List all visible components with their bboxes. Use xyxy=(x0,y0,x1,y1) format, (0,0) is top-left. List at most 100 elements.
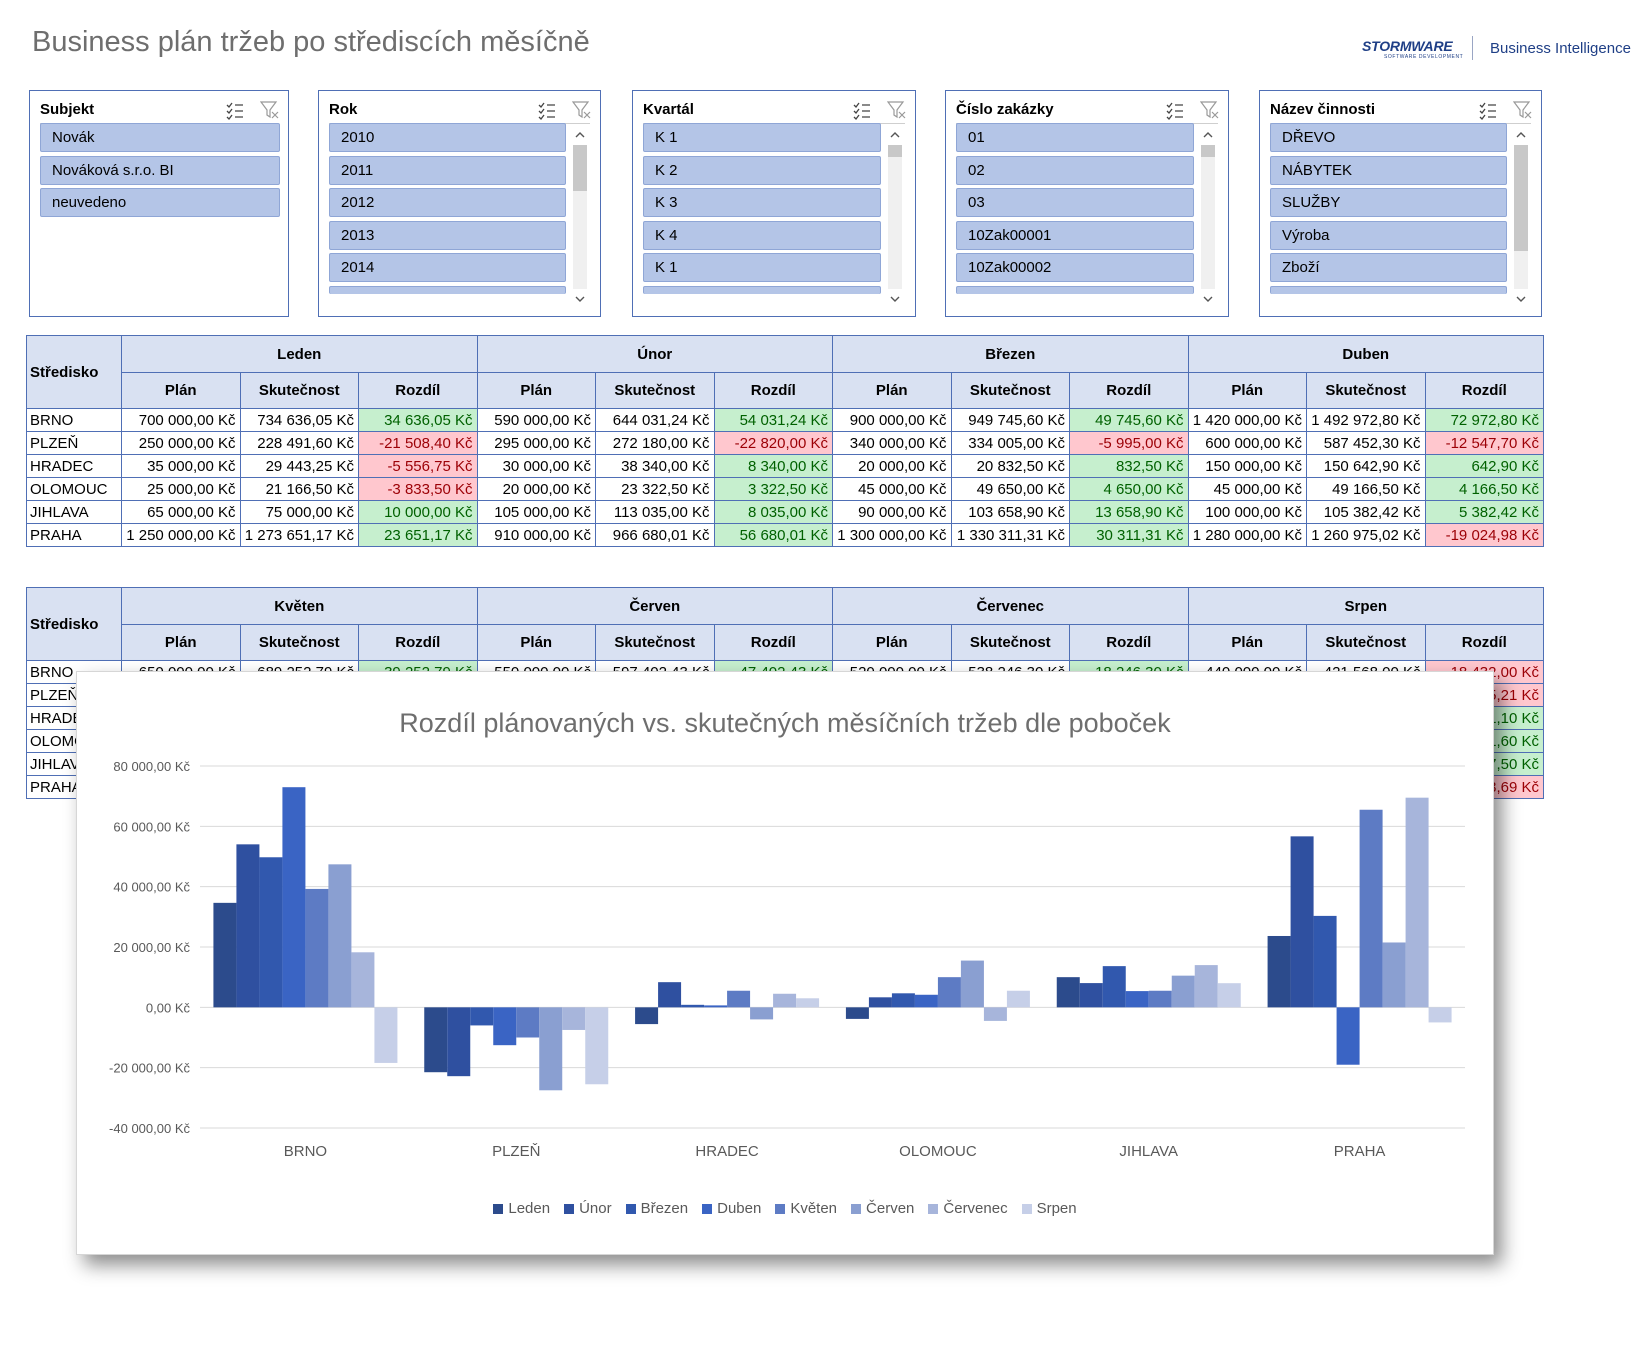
slicer-item[interactable]: K 4 xyxy=(643,220,881,250)
scroll-thumb[interactable] xyxy=(1514,145,1528,251)
bar-praha-2[interactable] xyxy=(1313,915,1337,1008)
slicer-item-partial[interactable] xyxy=(643,285,881,294)
slicer-item[interactable]: Nováková s.r.o. BI xyxy=(40,155,280,185)
slicer-item[interactable]: 10Zak00001 xyxy=(956,220,1194,250)
bar-praha-0[interactable] xyxy=(1267,935,1291,1008)
slicer-item[interactable]: neuvedeno xyxy=(40,188,280,217)
slicer-item[interactable]: 2012 xyxy=(329,188,566,217)
slicer-item[interactable]: Výroba xyxy=(1270,220,1507,250)
bar-jihlava-7[interactable] xyxy=(1217,983,1241,1008)
bar-jihlava-6[interactable] xyxy=(1194,965,1218,1008)
bar-olomouc-3[interactable] xyxy=(914,994,938,1008)
bar-olomouc-6[interactable] xyxy=(983,1007,1007,1021)
bar-olomouc-4[interactable] xyxy=(937,977,961,1008)
bar-jihlava-2[interactable] xyxy=(1102,966,1126,1008)
bar-olomouc-0[interactable] xyxy=(845,1007,869,1019)
bar-brno-3[interactable] xyxy=(282,787,306,1008)
bar-hradec-3[interactable] xyxy=(704,1005,728,1008)
scroll-track[interactable] xyxy=(1201,145,1215,289)
bar-praha-7[interactable] xyxy=(1428,1007,1452,1023)
slicer-2[interactable]: Kvartál K 1 K 2 K 3 K 4 K 1 xyxy=(632,90,916,317)
bar-olomouc-5[interactable] xyxy=(960,960,984,1008)
bar-brno-6[interactable] xyxy=(351,952,375,1008)
slicer-item[interactable]: SLUŽBY xyxy=(1270,188,1507,217)
legend-item[interactable]: Leden xyxy=(493,1200,550,1217)
slicer-item[interactable]: Novák xyxy=(40,123,280,152)
scroll-thumb[interactable] xyxy=(1201,145,1215,157)
scroll-thumb[interactable] xyxy=(888,145,902,157)
bar-praha-4[interactable] xyxy=(1359,809,1383,1008)
slicer-1[interactable]: Rok 2010 2011 2012 2013 2014 xyxy=(318,90,601,317)
bar-olomouc-1[interactable] xyxy=(868,997,892,1008)
bar-brno-1[interactable] xyxy=(236,844,260,1008)
legend-item[interactable]: Únor xyxy=(564,1200,612,1217)
scroll-down-icon[interactable] xyxy=(574,293,586,305)
bar-brno-7[interactable] xyxy=(374,1007,398,1063)
slicer-item[interactable]: K 3 xyxy=(643,188,881,217)
slicer-scrollbar[interactable] xyxy=(1200,129,1216,305)
bar-brno-5[interactable] xyxy=(328,864,352,1008)
bar-praha-6[interactable] xyxy=(1405,797,1429,1008)
clear-filter-icon[interactable] xyxy=(572,100,592,120)
scroll-up-icon[interactable] xyxy=(889,129,901,141)
bar-olomouc-7[interactable] xyxy=(1006,990,1030,1008)
scroll-up-icon[interactable] xyxy=(574,129,586,141)
bar-plzeň-7[interactable] xyxy=(585,1007,609,1085)
bar-hradec-0[interactable] xyxy=(635,1007,659,1025)
scroll-down-icon[interactable] xyxy=(1202,293,1214,305)
bar-hradec-7[interactable] xyxy=(796,998,820,1008)
slicer-item[interactable]: NÁBYTEK xyxy=(1270,155,1507,185)
bar-plzeň-0[interactable] xyxy=(424,1007,448,1073)
bar-jihlava-4[interactable] xyxy=(1148,990,1172,1008)
legend-item[interactable]: Červen xyxy=(851,1200,914,1217)
bar-plzeň-3[interactable] xyxy=(493,1007,517,1046)
bar-plzeň-4[interactable] xyxy=(516,1007,540,1038)
scroll-down-icon[interactable] xyxy=(889,293,901,305)
bar-jihlava-0[interactable] xyxy=(1056,977,1080,1008)
slicer-item[interactable]: 10Zak00002 xyxy=(956,253,1194,282)
multi-select-icon[interactable] xyxy=(852,100,872,120)
slicer-item[interactable]: K 1 xyxy=(643,253,881,282)
legend-item[interactable]: Duben xyxy=(702,1200,761,1217)
slicer-item[interactable]: Zboží xyxy=(1270,253,1507,282)
scroll-track[interactable] xyxy=(888,145,902,289)
slicer-item[interactable]: 01 xyxy=(956,123,1194,152)
slicer-scrollbar[interactable] xyxy=(1513,129,1529,305)
multi-select-icon[interactable] xyxy=(225,100,245,120)
clear-filter-icon[interactable] xyxy=(1200,100,1220,120)
slicer-item-partial[interactable] xyxy=(956,285,1194,294)
clear-filter-icon[interactable] xyxy=(887,100,907,120)
chart-container[interactable]: Rozdíl plánovaných vs. skutečných měsíčn… xyxy=(76,671,1494,1255)
bar-hradec-5[interactable] xyxy=(750,1007,774,1020)
slicer-item[interactable]: 2014 xyxy=(329,253,566,282)
bar-hradec-4[interactable] xyxy=(727,990,751,1008)
bar-plzeň-6[interactable] xyxy=(562,1007,586,1030)
multi-select-icon[interactable] xyxy=(537,100,557,120)
multi-select-icon[interactable] xyxy=(1478,100,1498,120)
bar-brno-0[interactable] xyxy=(213,902,237,1008)
legend-item[interactable]: Květen xyxy=(775,1200,837,1217)
bar-brno-4[interactable] xyxy=(305,888,329,1008)
slicer-scrollbar[interactable] xyxy=(572,129,588,305)
slicer-0[interactable]: Subjekt Novák Nováková s.r.o. BI neuvedeno xyxy=(29,90,289,317)
slicer-item[interactable]: 2010 xyxy=(329,123,566,152)
bar-plzeň-1[interactable] xyxy=(447,1007,471,1077)
slicer-4[interactable]: Název činnosti DŘEVO NÁBYTEK SLUŽBY Výroba Zb… xyxy=(1259,90,1542,317)
bar-hradec-6[interactable] xyxy=(773,993,797,1008)
legend-item[interactable]: Březen xyxy=(625,1200,688,1217)
scroll-thumb[interactable] xyxy=(573,145,587,191)
clear-filter-icon[interactable] xyxy=(260,100,280,120)
scroll-up-icon[interactable] xyxy=(1515,129,1527,141)
bar-praha-3[interactable] xyxy=(1336,1007,1360,1065)
legend-item[interactable]: Červenec xyxy=(928,1200,1008,1217)
scroll-up-icon[interactable] xyxy=(1202,129,1214,141)
slicer-item[interactable]: K 2 xyxy=(643,155,881,185)
bar-praha-1[interactable] xyxy=(1290,836,1314,1008)
bar-plzeň-2[interactable] xyxy=(470,1007,494,1026)
slicer-item[interactable]: 03 xyxy=(956,188,1194,217)
slicer-item-partial[interactable] xyxy=(329,285,566,294)
slicer-item[interactable]: DŘEVO xyxy=(1270,123,1507,152)
slicer-item[interactable]: 2011 xyxy=(329,155,566,185)
slicer-item[interactable]: 02 xyxy=(956,155,1194,185)
bar-praha-5[interactable] xyxy=(1382,942,1406,1008)
